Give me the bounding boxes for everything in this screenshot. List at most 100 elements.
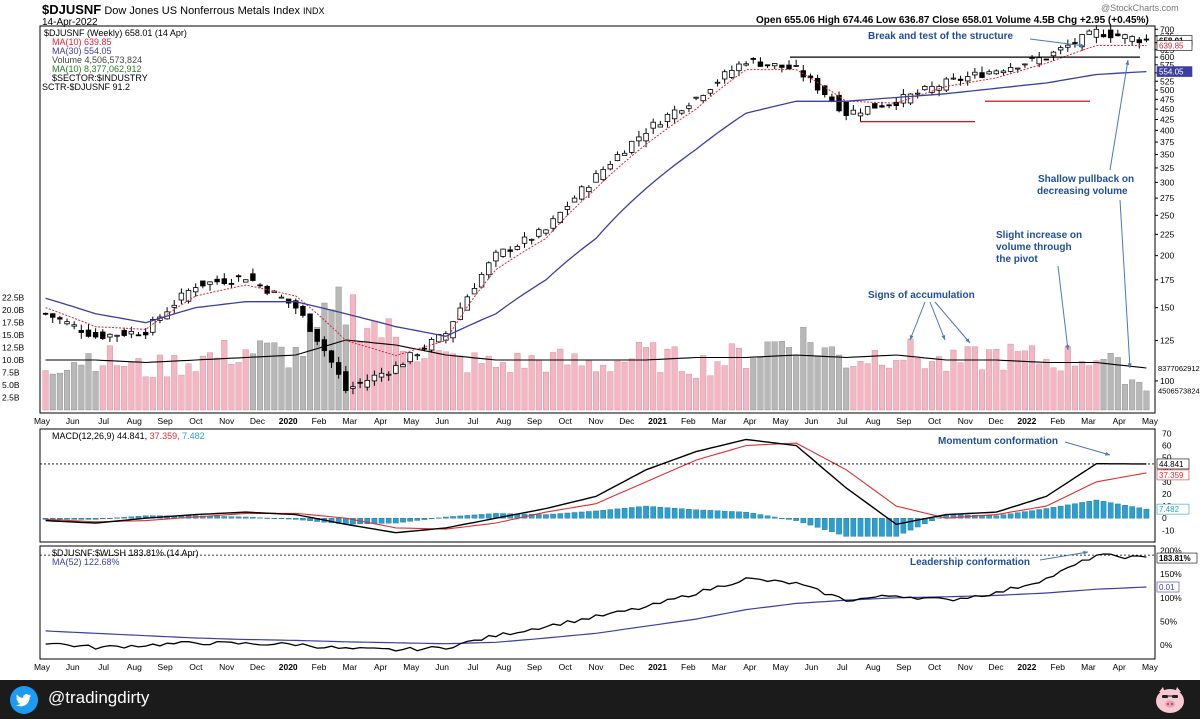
macd-histogram-bar <box>435 517 442 519</box>
volume-bar <box>357 341 364 411</box>
volume-bar <box>285 367 292 411</box>
x-tick-bottom: May <box>34 662 51 672</box>
macd-histogram-bar <box>385 518 392 524</box>
candle-body <box>800 70 807 78</box>
candle-body <box>300 305 306 316</box>
macd-histogram-bar <box>49 518 56 520</box>
volume-bar <box>264 342 271 411</box>
macd-histogram-value: 7.482 <box>182 431 205 441</box>
price-y-tick: 175 <box>1160 275 1174 285</box>
volume-bar <box>228 364 235 411</box>
price-last-box <box>1156 35 1193 46</box>
price-y-tick: 600 <box>1160 52 1174 62</box>
x-tick-bottom: Feb <box>1050 662 1065 672</box>
arrow-accumulation-2 <box>929 301 946 341</box>
arrow-accumulation-2-head <box>941 335 946 340</box>
candle-body <box>836 94 842 112</box>
candle-body <box>457 307 463 321</box>
volume-bar <box>857 361 864 411</box>
x-tick-bottom: Sep <box>158 662 173 672</box>
macd-histogram-bar <box>250 517 256 519</box>
x-tick-top: Jun <box>805 416 819 426</box>
candle-body <box>421 347 428 350</box>
volume-bar <box>1121 384 1128 411</box>
price-last-box <box>1156 66 1193 77</box>
candle-body <box>886 104 892 107</box>
volume-bar <box>206 352 213 411</box>
volume-bar <box>778 341 785 411</box>
volume-bar <box>292 347 299 411</box>
macd-histogram-bar <box>893 518 900 537</box>
ratio-y-tick: 150% <box>1160 569 1182 579</box>
volume-bar <box>528 355 535 411</box>
macd-histogram-bar <box>671 507 678 519</box>
volume-bar <box>550 352 557 411</box>
candle-body <box>135 334 142 337</box>
price-y-tick: 675 <box>1160 31 1174 41</box>
volume-bar <box>743 368 750 411</box>
candle-body <box>1000 70 1007 74</box>
macd-histogram-bar <box>986 515 992 519</box>
volume-last-label: 8377062912 <box>1158 364 1200 373</box>
macd-y-tick: 10 <box>1162 501 1172 511</box>
price-y-tick: 150 <box>1160 303 1174 313</box>
volume-bar <box>721 365 728 411</box>
macd-histogram-bar <box>979 515 985 519</box>
macd-histogram-bar <box>693 509 699 519</box>
price-y-tick: 550 <box>1160 68 1174 78</box>
volume-y-tick: 2.5B <box>2 393 20 403</box>
macd-line <box>45 438 1147 534</box>
volume-bar <box>600 364 607 411</box>
macd-histogram-bar <box>721 510 728 519</box>
candle-body <box>1015 67 1021 70</box>
macd-histogram-bar <box>1107 502 1114 519</box>
candle-body <box>235 275 242 278</box>
ratio-ma-last-box <box>1156 581 1180 593</box>
ratio-line <box>45 553 1147 652</box>
volume-bar <box>571 353 578 411</box>
macd-histogram-bar <box>92 518 99 520</box>
macd-histogram-bar <box>71 518 77 520</box>
candle-body <box>1107 29 1114 39</box>
candle-body <box>257 284 263 287</box>
candle-body <box>1043 58 1050 61</box>
volume-bar <box>92 371 99 411</box>
macd-histogram-bar <box>843 518 849 537</box>
volume-bar <box>864 363 871 411</box>
candle-body <box>121 330 127 336</box>
twitter-handle[interactable]: @tradingdirty <box>48 688 150 707</box>
volume-bar <box>628 358 635 411</box>
candle-body <box>1036 57 1042 65</box>
macd-histogram-bar <box>786 518 792 520</box>
volume-bar <box>49 373 56 411</box>
macd-histogram-bar <box>228 516 235 519</box>
x-tick-top: Nov <box>958 416 974 426</box>
macd-y-tick: 50 <box>1162 453 1172 463</box>
volume-bar <box>621 361 628 411</box>
ratio-y-tick: 100% <box>1160 593 1182 603</box>
volume-bar <box>364 328 371 411</box>
twitter-icon[interactable] <box>10 686 38 714</box>
x-tick-bottom: Aug <box>127 662 142 672</box>
macd-histogram-bar <box>1014 512 1021 519</box>
ratio-last-box <box>1156 552 1198 564</box>
candle-body <box>1136 39 1142 44</box>
candle-body <box>1143 38 1150 41</box>
macd-signal-value: 37.359, <box>149 431 180 441</box>
candle-body <box>464 296 471 311</box>
x-tick-bottom: Aug <box>496 662 511 672</box>
x-tick-top: Sep <box>527 416 542 426</box>
volume-bar <box>314 327 321 411</box>
candle-body <box>85 329 92 337</box>
x-tick-top: Oct <box>928 416 942 426</box>
macd-histogram-bar <box>1093 499 1100 519</box>
candle-body <box>1057 47 1064 51</box>
macd-last-label: 37.359 <box>1159 471 1184 480</box>
volume-bar <box>385 318 392 411</box>
price-last-label: 639.85 <box>1159 41 1184 50</box>
candle-body <box>700 95 706 102</box>
macd-histogram-bar <box>1043 508 1050 519</box>
volume-bar <box>221 340 228 411</box>
candle-body <box>607 164 613 170</box>
macd-histogram-bar <box>700 509 707 519</box>
